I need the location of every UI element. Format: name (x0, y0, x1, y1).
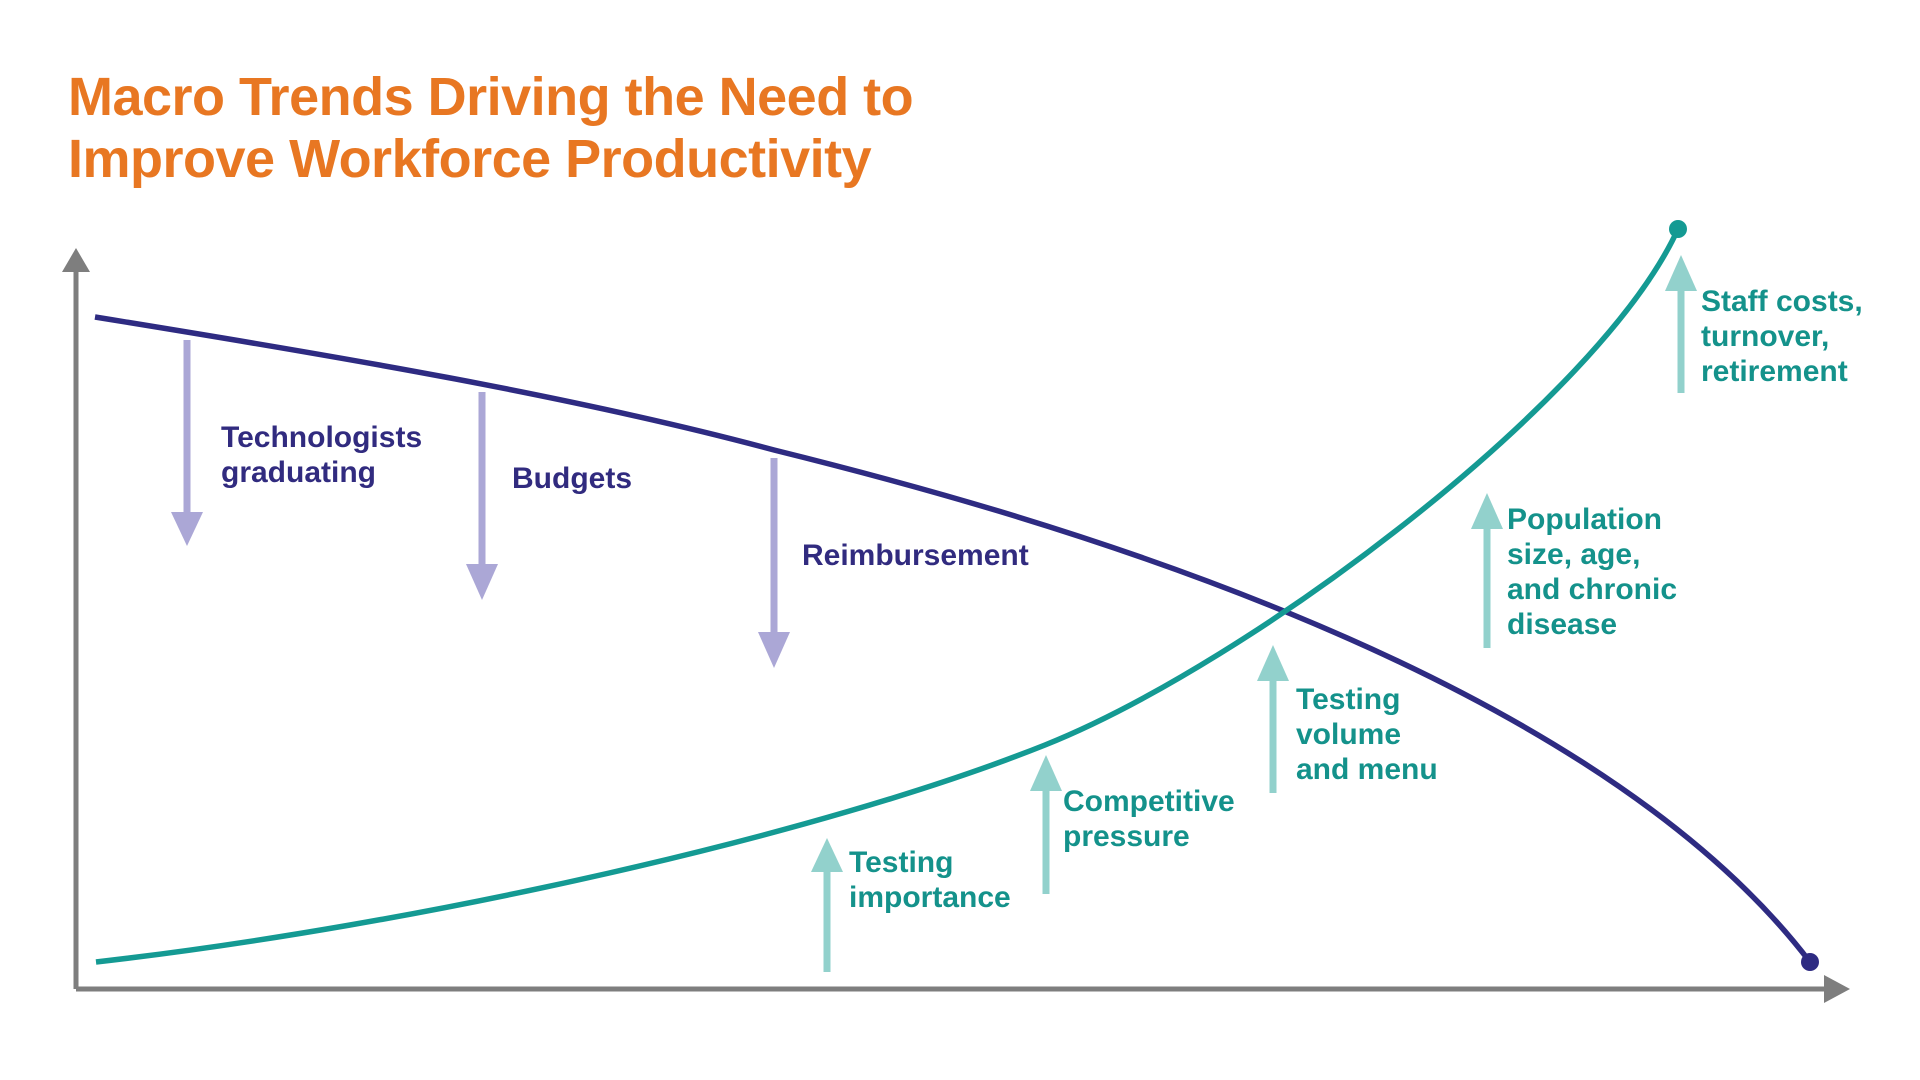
label-reimbursement: Reimbursement (802, 539, 1029, 572)
up-arrow-testing-importance-icon (811, 838, 843, 972)
up-arrow-staff-costs-icon (1665, 255, 1697, 393)
up-arrow-testing-volume-icon (1257, 645, 1289, 793)
down-arrow-budgets-icon (466, 392, 498, 600)
down-arrow-technologists-graduating-icon (171, 340, 203, 546)
up-arrow-competitive-pressure-icon (1030, 755, 1062, 894)
y-axis-arrowhead-icon (62, 248, 90, 272)
label-population-size-age-chronic-disease: Population size, age, and chronic diseas… (1507, 503, 1678, 641)
x-axis-arrowhead-icon (1824, 975, 1850, 1003)
label-budgets: Budgets (512, 462, 632, 495)
rising-trend-curve (95, 227, 1681, 965)
label-technologists-graduating: Technologists graduating (221, 421, 423, 489)
up-arrow-population-icon (1471, 493, 1503, 648)
chart-title: Macro Trends Driving the Need to Improve… (68, 67, 914, 189)
label-staff-costs-turnover-retirement: Staff costs, turnover, retirement (1701, 285, 1863, 388)
label-testing-volume-and-menu: Testing volume and menu (1296, 683, 1438, 786)
declining-trend-curve (94, 314, 1813, 964)
label-testing-importance: Testing importance (849, 846, 1011, 914)
rising-curve-endpoint-dot (1669, 220, 1687, 238)
label-competitive-pressure: Competitive pressure (1063, 785, 1235, 853)
down-arrow-reimbursement-icon (758, 458, 790, 668)
declining-curve-endpoint-dot (1801, 953, 1819, 971)
